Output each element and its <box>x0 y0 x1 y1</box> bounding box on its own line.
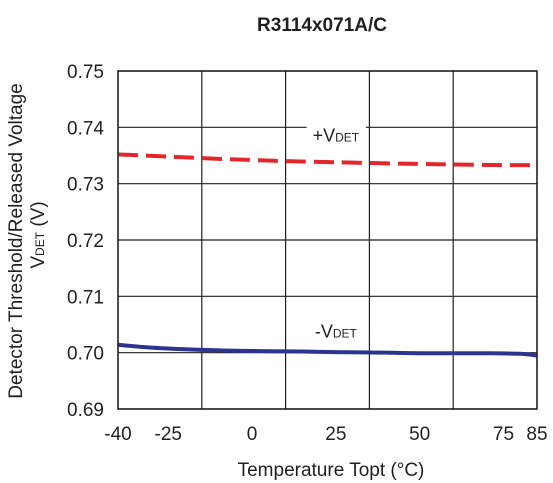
y-tick-label: 0.70 <box>67 344 104 365</box>
x-tick-label: 25 <box>325 424 346 445</box>
plot-frame <box>117 70 538 410</box>
x-tick-label: 0 <box>247 424 258 445</box>
y-tick-label: 0.74 <box>67 118 104 139</box>
x-tick-label: 85 <box>526 424 547 445</box>
series-labels: +VDET -VDET <box>306 123 366 344</box>
y-tick-label: 0.69 <box>67 400 104 421</box>
y-axis-label-line2: VDET (V) <box>28 201 49 268</box>
y-tick-label: 0.73 <box>67 175 104 196</box>
y-tick-label: 0.71 <box>67 287 104 308</box>
x-axis-label: Temperature Topt (°C) <box>238 460 425 481</box>
x-tick-label: -25 <box>155 424 182 445</box>
series-label-bg-0 <box>306 123 366 148</box>
series-label-1: -VDET <box>315 321 358 341</box>
series-layer <box>117 152 538 358</box>
y-axis-label-main: V <box>28 256 49 269</box>
x-tick-labels: -40 -25 0 25 50 75 85 <box>104 424 547 445</box>
x-tick-label: 75 <box>493 424 514 445</box>
y-tick-label: 0.75 <box>67 62 104 83</box>
chart-title: R3114x071A/C <box>257 15 387 36</box>
gridlines <box>117 70 538 410</box>
series-label-bg-1 <box>308 319 364 344</box>
series-label-0: +VDET <box>313 125 360 145</box>
series-line-0 <box>117 152 538 168</box>
y-axis-label-sub: DET <box>33 231 47 256</box>
series-line-1 <box>117 342 538 358</box>
y-axis-label: Detector Threshold/Released Voltage VDET… <box>6 83 49 398</box>
y-axis-label-unit: (V) <box>28 201 49 232</box>
y-tick-labels: 0.69 0.70 0.71 0.72 0.73 0.74 0.75 <box>67 62 104 421</box>
x-tick-label: -40 <box>104 424 131 445</box>
x-tick-label: 50 <box>409 424 430 445</box>
y-tick-label: 0.72 <box>67 231 104 252</box>
y-axis-label-line1: Detector Threshold/Released Voltage <box>6 83 27 398</box>
